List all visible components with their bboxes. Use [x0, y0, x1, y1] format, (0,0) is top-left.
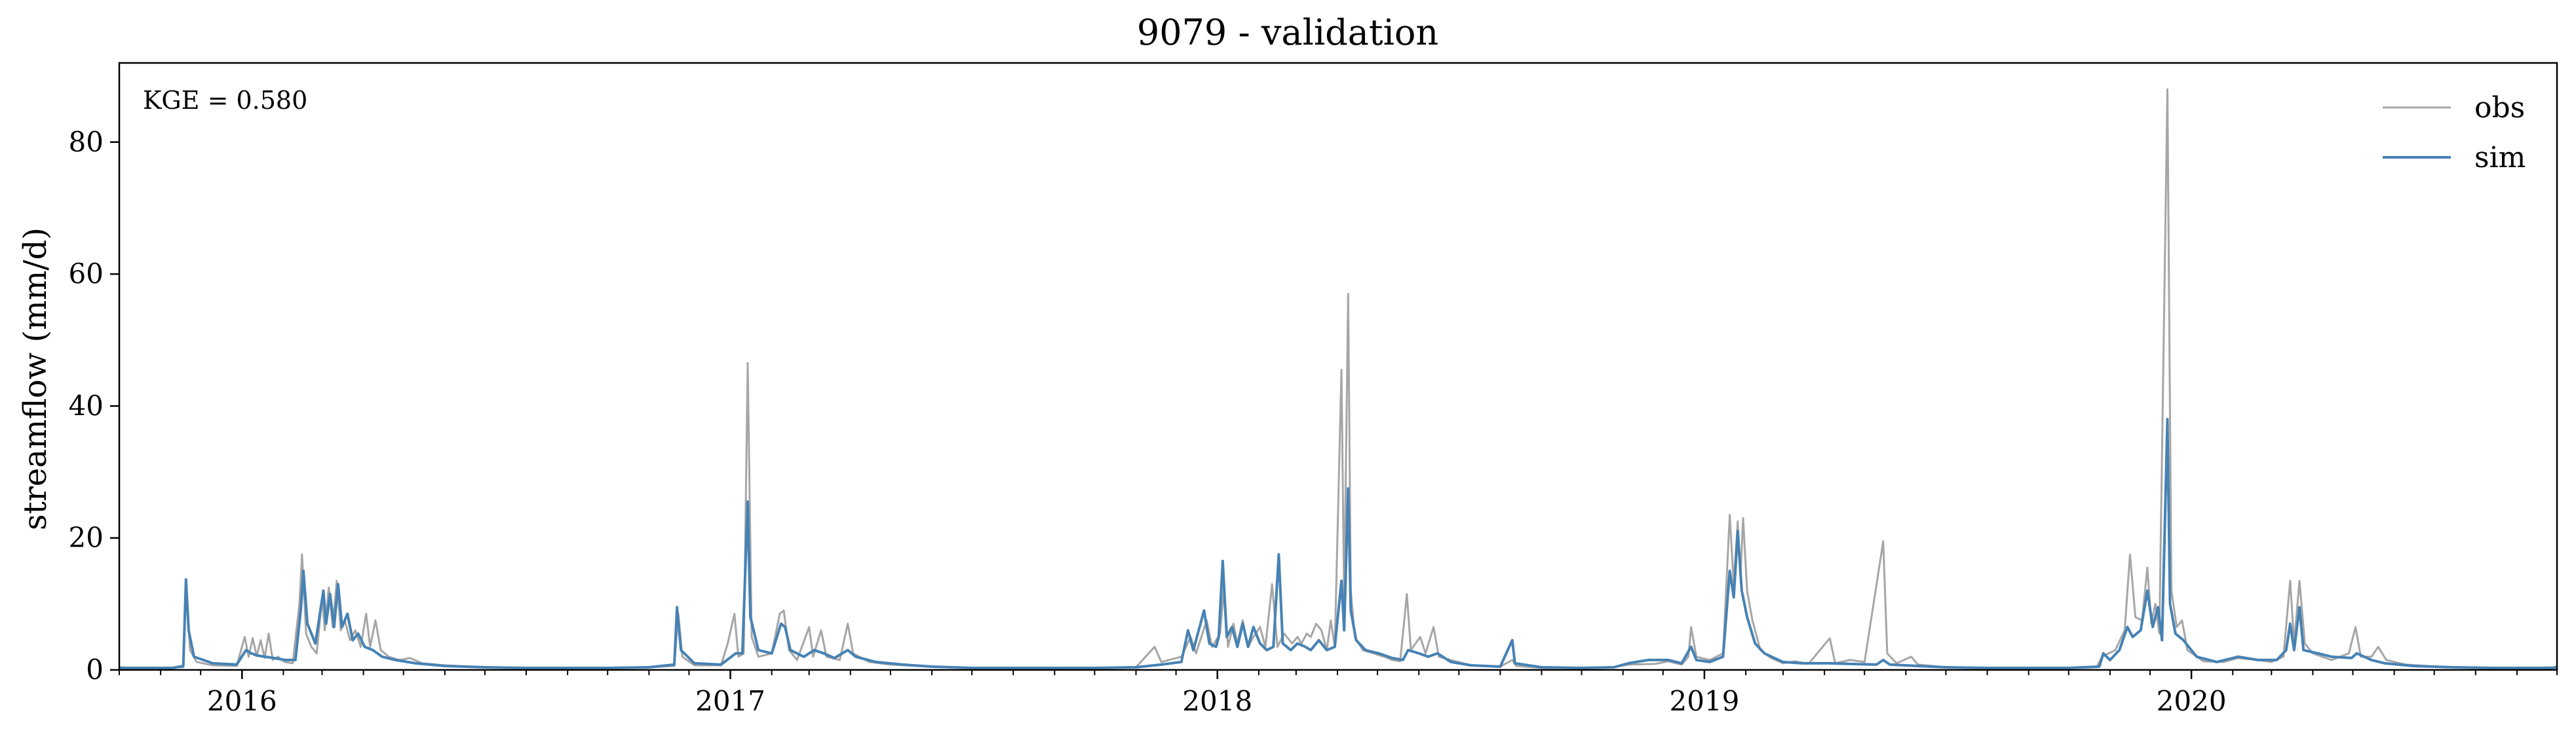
chart-title: 9079 - validation	[1137, 12, 1438, 53]
kge-annotation: KGE = 0.580	[143, 86, 307, 115]
y-tick-label: 20	[69, 522, 104, 554]
y-tick-label: 60	[69, 258, 104, 290]
x-tick-label: 2018	[1182, 685, 1252, 717]
series-layer	[119, 88, 2558, 669]
plot-area: 0 20 40 60 80 2016 2017 2018 2019 2020 KGE = 0.5…	[69, 62, 2558, 717]
y-tick-label: 0	[86, 654, 104, 686]
x-tick-label: 2017	[695, 685, 765, 717]
x-tick-label: 2020	[2157, 685, 2227, 717]
y-axis-label: streamflow (mm/d)	[17, 227, 54, 530]
y-tick-label: 80	[69, 126, 104, 158]
legend: obs sim	[2383, 91, 2526, 174]
y-axis-ticks: 0 20 40 60 80	[69, 126, 119, 686]
legend-label-sim: sim	[2474, 141, 2526, 174]
x-tick-label: 2016	[207, 685, 277, 717]
x-axis-ticks: 2016 2017 2018 2019 2020	[119, 670, 2558, 717]
x-tick-label: 2019	[1669, 685, 1739, 717]
series-line-sim	[119, 418, 2558, 669]
plot-frame	[118, 62, 2558, 671]
y-tick-label: 40	[69, 389, 104, 421]
legend-label-obs: obs	[2474, 91, 2525, 125]
series-line-obs	[119, 88, 2558, 669]
